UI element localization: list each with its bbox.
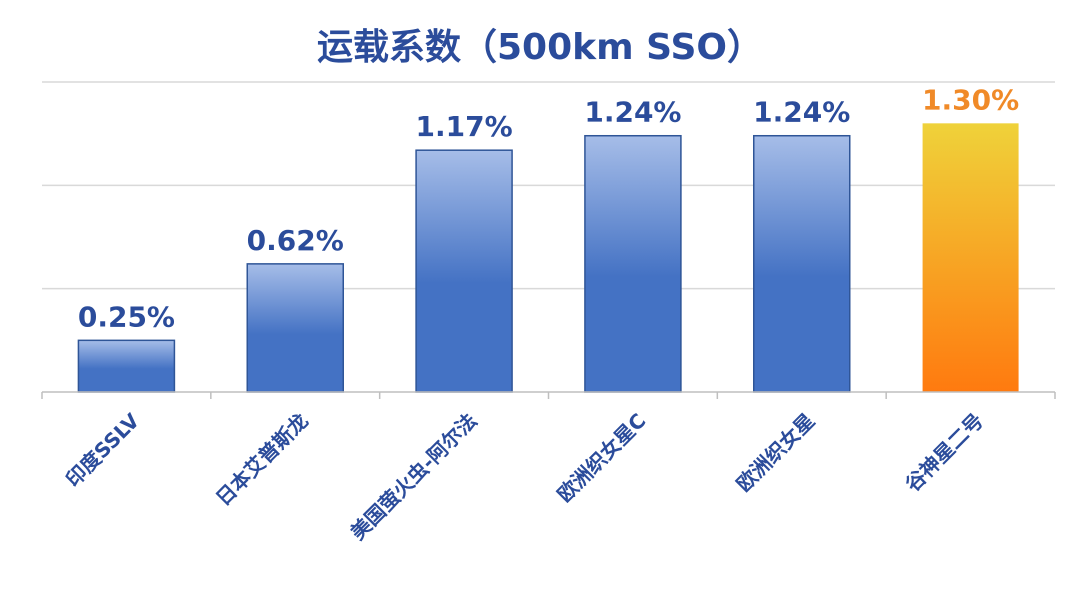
bar xyxy=(753,134,851,393)
category-label: 欧洲织女星C xyxy=(552,409,650,507)
data-label: 1.30% xyxy=(922,83,1019,116)
data-label: 1.24% xyxy=(584,96,681,129)
gridlines xyxy=(42,81,1055,290)
labels: 0.25% 印度SSLV 0.62% 日本艾普斯龙 1.17% 美国萤火虫-阿尔法 1.24… xyxy=(61,83,1019,544)
bar xyxy=(246,263,344,393)
x-axis xyxy=(41,391,1056,399)
bar xyxy=(77,339,176,393)
data-label: 1.24% xyxy=(753,96,850,129)
bar xyxy=(584,134,682,393)
category-label: 谷神星二号 xyxy=(900,409,988,497)
category-label: 印度SSLV xyxy=(61,408,144,491)
data-label: 0.25% xyxy=(78,300,175,333)
bar xyxy=(415,149,513,393)
data-label: 1.17% xyxy=(416,110,513,143)
category-label: 日本艾普斯龙 xyxy=(211,409,313,511)
bar xyxy=(922,123,1019,392)
data-label: 0.62% xyxy=(247,224,344,257)
bars xyxy=(77,123,1019,393)
chart-title: 运载系数（500km SSO） xyxy=(317,27,763,68)
category-label: 欧洲织女星 xyxy=(732,409,820,497)
category-label: 美国萤火虫-阿尔法 xyxy=(346,409,482,545)
